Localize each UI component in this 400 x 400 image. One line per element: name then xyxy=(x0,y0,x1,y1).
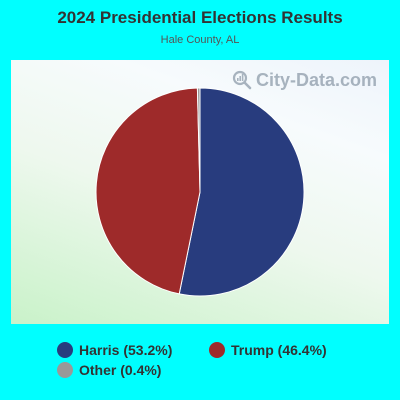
pie-slice-trump xyxy=(95,87,201,295)
legend-label-harris: Harris (53.2%) xyxy=(79,342,173,358)
legend-swatch-trump xyxy=(209,342,225,358)
legend-label-other: Other (0.4%) xyxy=(79,362,162,378)
pie-slice-other xyxy=(196,87,201,193)
chart-subtitle: Hale County, AL xyxy=(160,34,240,46)
magnifier-chart-icon xyxy=(232,70,252,90)
legend-item-trump: Trump (46.4%) xyxy=(209,342,327,358)
legend-swatch-harris xyxy=(57,342,73,358)
plot-area: City-Data.com xyxy=(11,60,389,324)
watermark: City-Data.com xyxy=(232,68,377,92)
pie-slice-harris xyxy=(178,87,305,297)
chart-title: 2024 Presidential Elections Results xyxy=(57,8,343,27)
legend-item-harris: Harris (53.2%) xyxy=(57,342,172,358)
pie-chart xyxy=(95,87,305,297)
legend-item-other: Other (0.4%) xyxy=(57,362,161,378)
watermark-text: City-Data.com xyxy=(255,69,377,90)
legend-label-trump: Trump (46.4%) xyxy=(231,342,327,358)
legend-swatch-other xyxy=(57,362,73,378)
